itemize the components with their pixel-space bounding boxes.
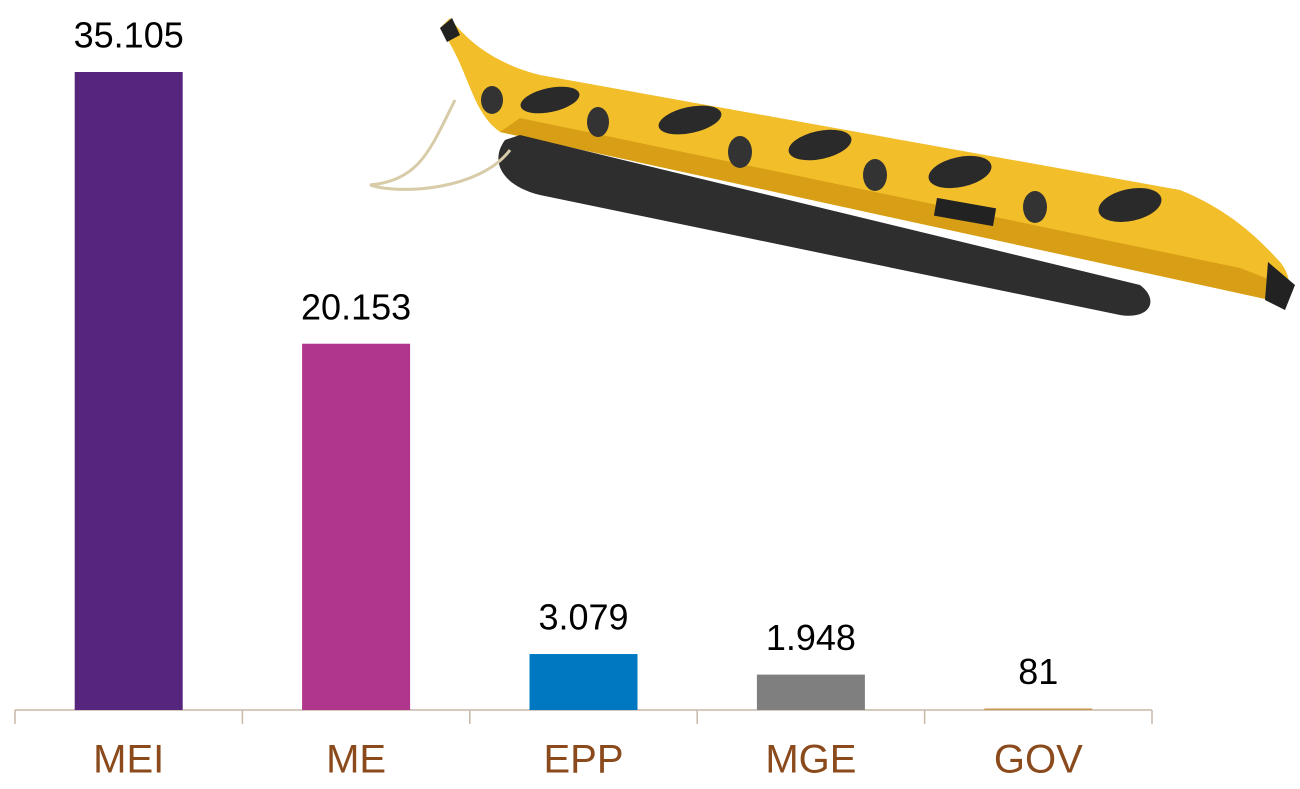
bar bbox=[529, 654, 638, 710]
value-label: 35.105 bbox=[74, 15, 184, 56]
boat-tip bbox=[1265, 262, 1295, 310]
boat-handles bbox=[481, 86, 1047, 223]
bar bbox=[984, 708, 1093, 710]
value-label: 3.079 bbox=[538, 597, 628, 638]
x-tick-label: GOV bbox=[994, 738, 1083, 782]
value-label: 20.153 bbox=[301, 286, 411, 327]
value-label: 1.948 bbox=[766, 617, 856, 658]
boat-shade bbox=[500, 118, 1286, 301]
boat-spots bbox=[520, 86, 1162, 223]
bar bbox=[74, 72, 183, 710]
x-tick-label: MGE bbox=[765, 738, 856, 782]
x-tick-label: EPP bbox=[543, 738, 623, 782]
banana-boat-illustration bbox=[369, 18, 1295, 316]
boat-badge bbox=[933, 197, 997, 227]
x-tick-label: MEI bbox=[93, 738, 164, 782]
boat-rope bbox=[369, 99, 512, 191]
bar bbox=[756, 674, 865, 710]
boat-tube bbox=[498, 135, 1151, 316]
boat-tip bbox=[440, 18, 460, 42]
x-tick-label: ME bbox=[326, 738, 386, 782]
value-label: 81 bbox=[1018, 651, 1058, 692]
plot-area: 35.105 MEI 20.153 ME 3.079 EPP 1.948 MGE 81 GOV bbox=[14, 15, 1153, 782]
bar bbox=[302, 343, 411, 710]
boat-body bbox=[440, 18, 1289, 300]
